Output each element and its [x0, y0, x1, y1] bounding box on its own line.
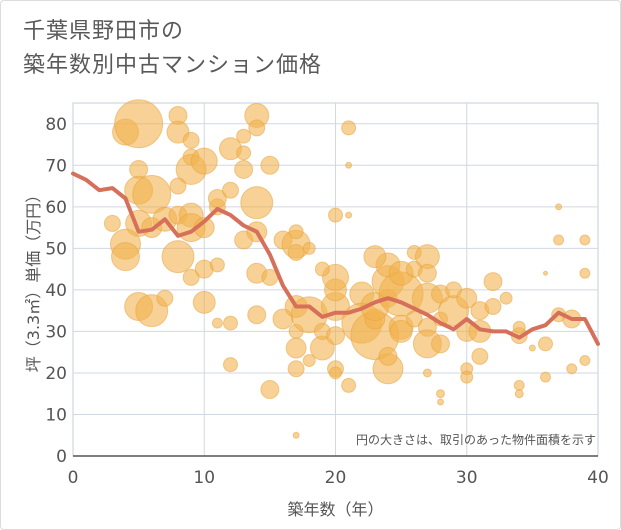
data-bubble — [512, 320, 526, 334]
x-tick-label: 30 — [456, 468, 478, 488]
data-bubble — [223, 315, 238, 331]
data-bubble — [417, 263, 437, 283]
data-bubble — [437, 398, 444, 406]
data-bubble — [566, 363, 578, 375]
bubble-size-note: 円の大きさは、取引のあった物件面積を示す — [356, 432, 596, 447]
data-bubble — [326, 326, 345, 346]
data-bubble — [483, 272, 503, 292]
data-bubble — [499, 291, 513, 305]
x-tick-label: 10 — [193, 468, 215, 488]
y-tick-label: 40 — [45, 281, 67, 301]
data-bubble — [436, 389, 445, 399]
data-bubble — [484, 297, 502, 315]
y-tick-label: 70 — [45, 156, 67, 176]
y-tick-label: 0 — [56, 447, 67, 467]
data-bubble — [460, 370, 474, 384]
data-bubble — [103, 214, 121, 232]
data-bubble — [234, 230, 254, 250]
data-bubble — [223, 357, 238, 373]
data-bubble — [236, 145, 252, 161]
data-bubble — [132, 174, 172, 214]
data-bubble — [514, 389, 524, 399]
data-bubble — [579, 234, 591, 246]
data-bubble — [260, 155, 280, 175]
data-bubble — [182, 131, 200, 149]
data-bubble — [302, 353, 316, 367]
data-bubble — [292, 431, 300, 439]
data-bubble — [111, 242, 140, 272]
y-tick-label: 30 — [45, 322, 67, 342]
y-tick-label: 10 — [45, 405, 67, 425]
x-tick-label: 20 — [325, 468, 347, 488]
data-bubble — [190, 147, 218, 175]
y-tick-label: 80 — [45, 115, 67, 135]
data-bubble — [236, 128, 252, 144]
data-bubble — [543, 270, 548, 276]
data-bubble — [431, 334, 450, 354]
chart-title-line-2: 築年数別中古マンション価格 — [23, 53, 323, 78]
data-bubble — [579, 354, 591, 366]
data-bubble — [288, 224, 304, 240]
data-bubble — [345, 161, 353, 169]
average-price-line — [71, 171, 600, 346]
data-bubble — [222, 181, 239, 199]
chart-title-line-1: 千葉県野田市の — [23, 19, 185, 44]
data-bubble — [389, 319, 413, 343]
data-bubble — [513, 379, 525, 391]
data-bubble — [234, 159, 254, 179]
data-bubble — [302, 241, 316, 255]
data-bubble — [422, 368, 432, 378]
data-bubble — [553, 234, 565, 246]
data-bubble — [345, 211, 353, 219]
data-bubble — [314, 261, 330, 277]
data-bubble — [169, 177, 187, 195]
data-bubble — [182, 268, 200, 286]
data-bubble — [209, 257, 225, 273]
data-bubble — [363, 245, 387, 269]
data-bubble — [528, 344, 536, 352]
data-bubble — [285, 337, 307, 359]
data-bubble — [192, 290, 216, 314]
data-bubble — [405, 310, 423, 328]
data-bubble — [287, 244, 305, 262]
data-bubble — [471, 347, 489, 365]
y-axis-label: 坪（3.3㎡）単価（万円） — [24, 187, 43, 372]
data-bubble — [260, 380, 280, 400]
data-bubble — [240, 186, 274, 220]
data-bubble — [328, 207, 343, 223]
data-bubble — [287, 360, 305, 378]
data-bubble — [247, 305, 267, 325]
data-bubble — [248, 119, 266, 137]
data-bubble — [555, 203, 563, 211]
x-tick-label: 0 — [68, 468, 79, 488]
chart-title: 千葉県野田市の 築年数別中古マンション価格 — [23, 15, 322, 83]
data-bubble — [540, 371, 551, 383]
data-bubble — [341, 120, 357, 136]
y-tick-label: 50 — [45, 239, 67, 259]
data-bubble — [114, 99, 164, 149]
data-bubble — [341, 377, 357, 393]
x-axis-label: 築年数（年） — [287, 500, 383, 519]
y-tick-label: 60 — [45, 198, 67, 218]
data-bubble — [579, 267, 591, 279]
data-bubble — [161, 240, 195, 274]
data-bubble — [456, 287, 478, 309]
y-tick-label: 20 — [45, 364, 67, 384]
data-bubble — [538, 336, 553, 352]
data-bubble — [156, 289, 174, 307]
data-bubble — [211, 317, 223, 329]
data-bubble — [329, 366, 342, 380]
x-tick-label: 40 — [587, 468, 609, 488]
data-bubble — [378, 346, 398, 366]
